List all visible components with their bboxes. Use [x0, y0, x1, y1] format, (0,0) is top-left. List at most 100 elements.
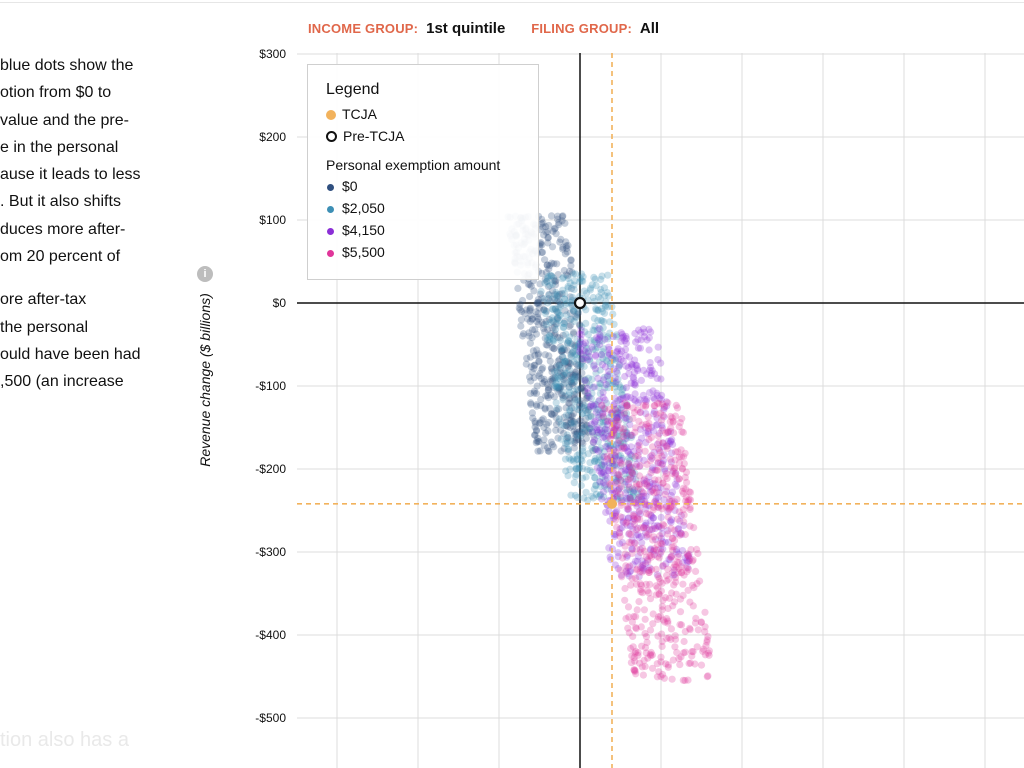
tcja-point[interactable]: [607, 498, 617, 509]
scatter-point: [655, 523, 663, 531]
scatter-point: [571, 397, 579, 405]
scatter-point: [668, 469, 676, 477]
scatter-point: [588, 343, 596, 351]
scatter-point: [601, 461, 609, 469]
scatter-point: [629, 518, 637, 526]
scatter-point: [621, 345, 630, 353]
scatter-point: [585, 393, 593, 401]
income-group-value[interactable]: 1st quintile: [426, 20, 506, 37]
scatter-point: [597, 288, 605, 297]
scatter-point: [646, 457, 655, 465]
scatter-point: [541, 328, 549, 336]
scatter-point: [555, 356, 564, 364]
legend-item-exemption[interactable]: $5,500: [326, 241, 520, 263]
legend-item-exemption[interactable]: $2,050: [326, 197, 520, 219]
scatter-point: [615, 471, 623, 479]
scatter-point: [684, 676, 692, 684]
scatter-point: [679, 490, 688, 498]
legend-item-pre-tcja[interactable]: Pre-TCJA: [326, 125, 520, 147]
scatter-point: [657, 658, 665, 666]
scatter-point: [559, 245, 567, 253]
scatter-point: [542, 310, 550, 318]
scatter-point: [538, 365, 546, 373]
scatter-point: [555, 361, 564, 369]
scatter-point: [651, 484, 659, 492]
legend-item-exemption[interactable]: $0: [326, 175, 520, 197]
scatter-point: [527, 400, 535, 408]
scatter-point: [697, 618, 705, 627]
scatter-point: [671, 456, 679, 464]
scatter-point: [658, 421, 666, 429]
scatter-point: [611, 478, 620, 487]
scatter-point: [628, 536, 636, 544]
narrative-line: e in the personal: [0, 138, 119, 156]
scatter-point: [634, 442, 642, 450]
scatter-point: [561, 374, 569, 382]
scatter-point: [654, 343, 662, 351]
scatter-point: [548, 375, 556, 383]
scatter-point: [595, 453, 604, 461]
scatter-point: [554, 309, 562, 317]
scatter-point: [543, 261, 551, 269]
scatter-point: [632, 424, 640, 432]
scatter-point: [590, 432, 598, 440]
scatter-point: [562, 435, 571, 443]
scatter-point: [643, 533, 651, 541]
scatter-point: [598, 402, 606, 410]
scatter-point: [557, 362, 566, 370]
scatter-point: [531, 351, 539, 359]
info-icon[interactable]: i: [197, 266, 213, 282]
scatter-point: [598, 351, 606, 359]
scatter-point: [553, 314, 561, 322]
scatter-point: [559, 392, 567, 400]
scatter-point: [566, 388, 574, 397]
scatter-point: [634, 651, 642, 659]
scatter-point: [638, 488, 646, 496]
legend-item-tcja[interactable]: TCJA: [326, 103, 520, 125]
scatter-point: [555, 415, 564, 423]
scatter-point: [643, 460, 651, 468]
scatter-point: [701, 628, 709, 636]
scatter-point: [632, 463, 640, 471]
scatter-point: [534, 320, 543, 329]
scatter-point: [574, 406, 582, 414]
scatter-point: [594, 306, 602, 315]
scatter-point: [532, 330, 541, 338]
scatter-point: [582, 406, 590, 415]
scatter-point: [667, 424, 675, 432]
scatter-point: [677, 511, 686, 520]
scatter-point: [647, 517, 655, 525]
scatter-point: [669, 534, 677, 542]
scatter-point: [685, 550, 693, 559]
scatter-point: [550, 344, 558, 353]
scatter-point: [684, 552, 693, 560]
scatter-point: [657, 534, 666, 543]
scatter-point: [579, 447, 587, 455]
scatter-point: [651, 395, 659, 403]
pre-tcja-point[interactable]: [573, 296, 587, 310]
scatter-point: [621, 372, 629, 381]
scatter-point: [599, 412, 607, 420]
scatter-point: [580, 423, 588, 432]
scatter-point: [596, 490, 605, 498]
scatter-point: [688, 652, 696, 660]
scatter-point: [566, 378, 574, 386]
scatter-point: [646, 478, 654, 487]
scatter-point: [632, 361, 640, 369]
scatter-point: [620, 439, 628, 447]
scatter-point: [656, 409, 665, 417]
scatter-point: [528, 315, 536, 323]
narrative-line: ould have been had: [0, 345, 141, 363]
scatter-point: [624, 603, 633, 611]
scatter-point: [583, 289, 591, 297]
scatter-point: [596, 409, 604, 417]
scatter-point: [548, 324, 557, 332]
scatter-point: [589, 402, 598, 410]
scatter-point: [621, 428, 629, 436]
scatter-point: [569, 306, 577, 314]
legend-item-exemption[interactable]: $4,150: [326, 219, 520, 241]
scatter-point: [542, 223, 550, 231]
scatter-point: [634, 649, 642, 657]
scatter-point: [638, 663, 646, 671]
filing-group-value[interactable]: All: [639, 20, 660, 37]
